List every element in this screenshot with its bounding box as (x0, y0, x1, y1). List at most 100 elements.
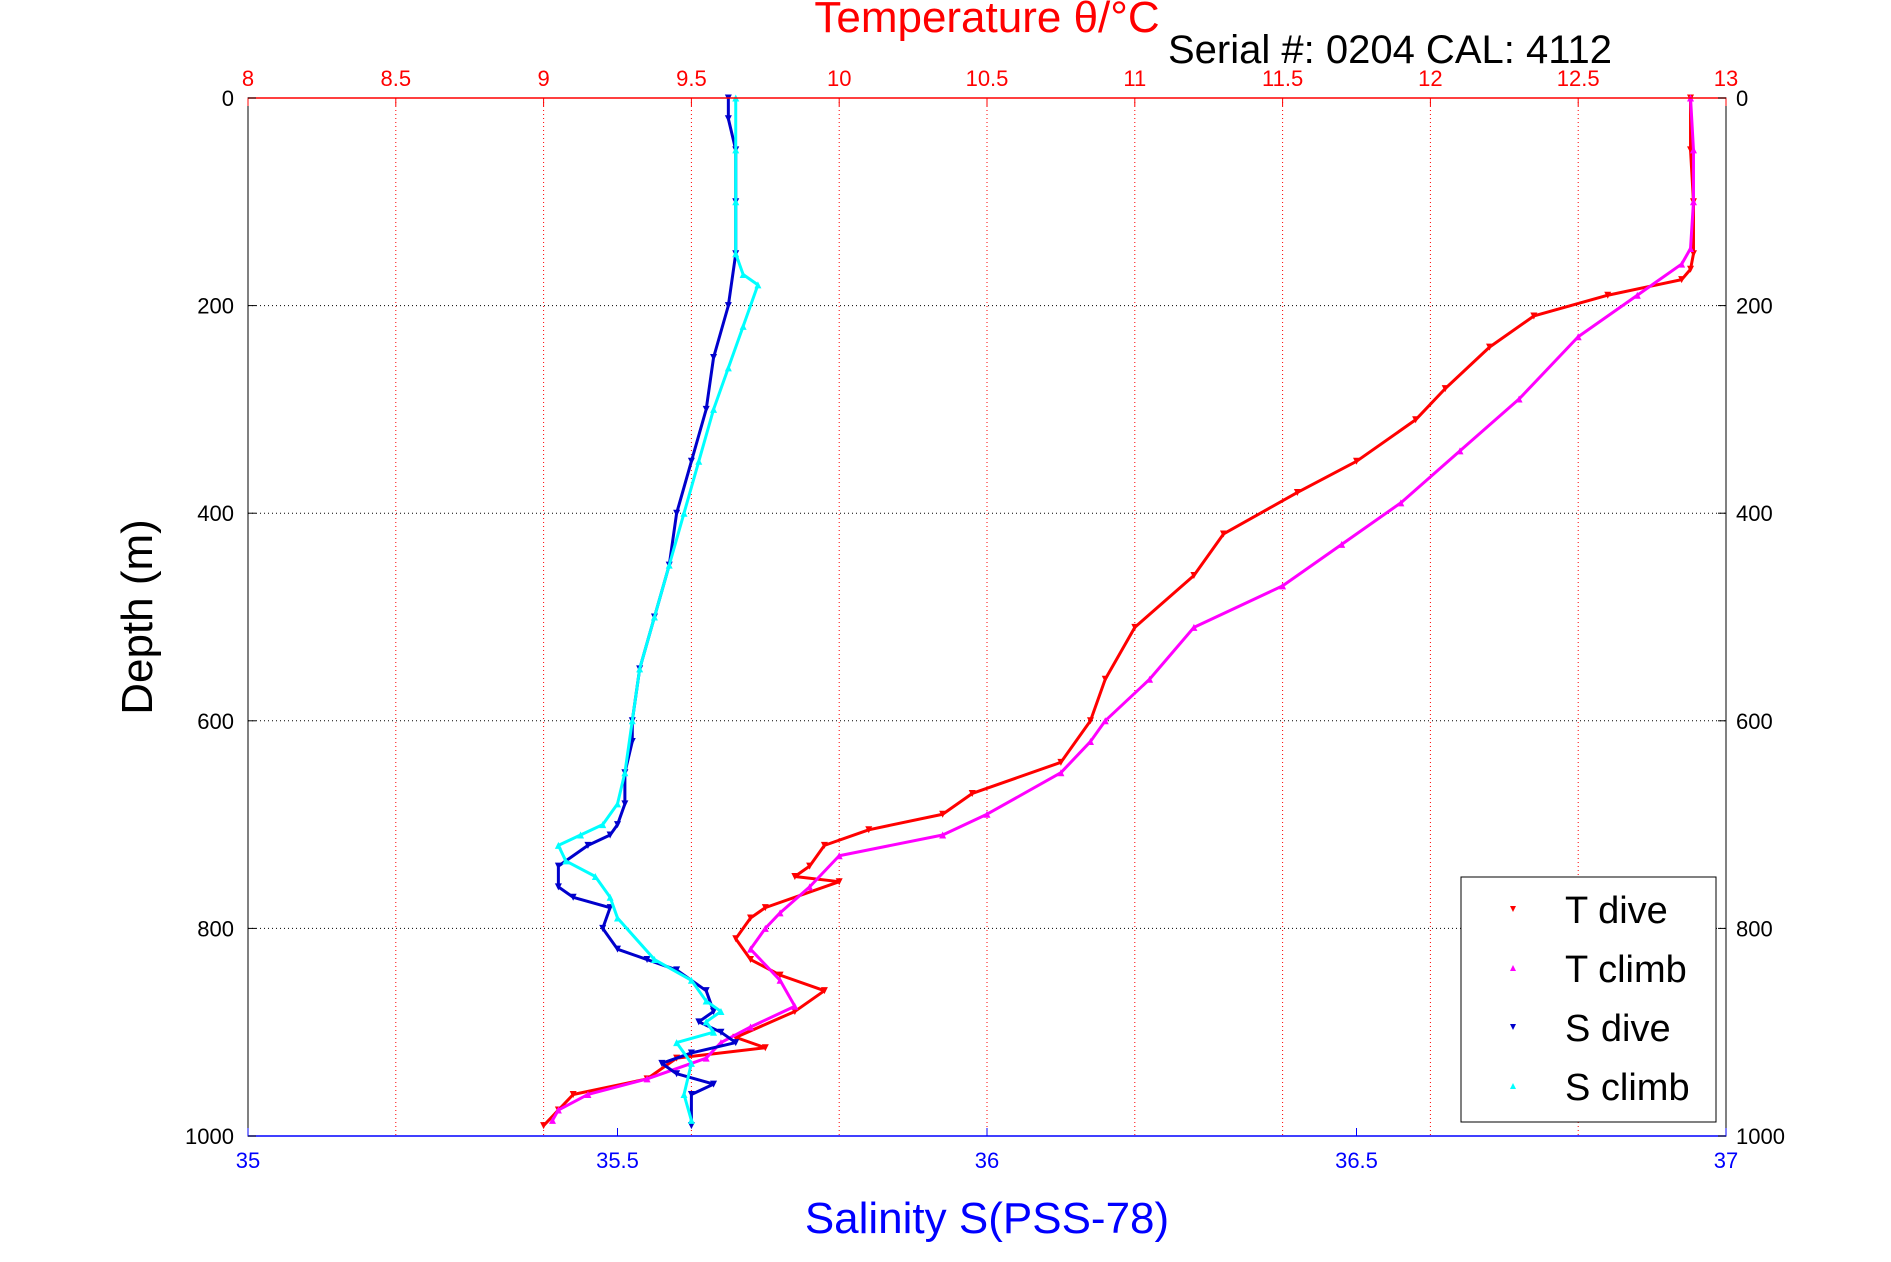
s-climb-point (739, 270, 747, 278)
legend-marker (1510, 1083, 1516, 1089)
s-dive-point (673, 966, 681, 974)
t-dive-point (1131, 623, 1139, 631)
s-dive-point (717, 1028, 725, 1036)
s-dive-point (732, 1039, 740, 1047)
depth-tick-label-right: 400 (1736, 501, 1773, 526)
s-dive-point (554, 883, 562, 891)
s-climb-point (650, 613, 658, 621)
s-dive-point (724, 302, 732, 310)
s-climb-point (732, 146, 740, 154)
t-dive-point (1101, 675, 1109, 683)
s-climb-point (562, 857, 570, 865)
t-dive-point (1486, 343, 1494, 351)
s-climb-point (739, 322, 747, 330)
s-dive-point (710, 354, 718, 361)
t-climb-point (1279, 582, 1287, 590)
s-climb-point (614, 914, 621, 922)
t-climb-point (584, 1090, 592, 1098)
depth-tick-label-left: 600 (197, 709, 234, 734)
t-climb-point (835, 852, 843, 860)
s-dive-point (606, 831, 614, 839)
t-dive-point (791, 873, 799, 880)
temperature-tick-label: 8.5 (381, 66, 412, 91)
s-climb-point (702, 1018, 710, 1026)
t-dive-point (939, 810, 947, 818)
temperature-tick-label: 10 (827, 66, 851, 91)
depth-tick-label-left: 200 (197, 294, 234, 319)
t-climb-point (1689, 146, 1697, 154)
t-climb-point (1057, 769, 1065, 777)
s-climb-point (724, 364, 732, 372)
s-climb-point (717, 1007, 725, 1015)
t-dive-point (1353, 457, 1360, 465)
t-climb-point (1086, 738, 1094, 746)
t-climb-point (1146, 675, 1154, 683)
s-dive-point (569, 893, 577, 901)
serial-label: Serial #: 0204 CAL: 4112 (1168, 28, 1612, 72)
depth-tick-label-right: 200 (1736, 294, 1773, 319)
x-axis-label: Salinity S(PSS-78) (805, 1194, 1169, 1243)
temperature-tick-label: 11 (1123, 66, 1146, 91)
t-climb-point (1678, 260, 1686, 268)
s-dive-point (702, 405, 710, 413)
s-climb-point (695, 457, 703, 465)
t-dive-point (1086, 717, 1094, 725)
t-dive-point (1190, 571, 1198, 579)
t-dive-point (806, 862, 814, 870)
s-climb-point (614, 800, 621, 808)
temperature-tick-label: 8 (242, 66, 254, 91)
t-climb-point (1397, 499, 1405, 507)
s-dive-point (710, 1007, 718, 1015)
t-dive-point (1687, 265, 1695, 273)
s-dive-point (702, 987, 710, 995)
t-dive-point (761, 1044, 769, 1052)
temperature-tick-label: 9 (537, 66, 549, 91)
depth-tick-label-left: 0 (222, 86, 234, 111)
s-climb-point (621, 769, 629, 777)
s-climb-point (628, 717, 636, 725)
t-climb-point (791, 1002, 799, 1010)
t-dive-point (776, 971, 784, 979)
t-dive-point (1057, 758, 1065, 766)
t-climb-point (806, 883, 814, 891)
s-climb-point (754, 281, 762, 289)
depth-tick-label-right: 1000 (1736, 1124, 1785, 1149)
t-dive-point (835, 878, 843, 886)
s-dive-point (687, 1090, 695, 1098)
legend-marker (1510, 1024, 1516, 1030)
legend-marker (1510, 965, 1516, 971)
temperature-tick-label: 13 (1714, 66, 1738, 91)
s-dive-point (658, 1059, 666, 1067)
t-dive-point (1219, 530, 1227, 538)
s-dive-point (710, 1080, 718, 1088)
salinity-tick-label: 35 (236, 1148, 260, 1173)
temperature-tick-label: 11.5 (1262, 66, 1303, 91)
s-dive-point (724, 115, 732, 123)
t-dive-point (747, 956, 755, 964)
s-climb-point (554, 841, 562, 849)
t-climb-point (1687, 245, 1695, 253)
t-climb-point (776, 909, 784, 917)
t-dive-point (1678, 276, 1686, 284)
s-climb-point (673, 1039, 681, 1047)
legend-label: S dive (1565, 1008, 1671, 1050)
salinity-tick-label: 35.5 (596, 1148, 639, 1173)
t-climb-point (1456, 447, 1464, 455)
s-climb-point (710, 1028, 718, 1036)
s-dive-point (554, 862, 562, 870)
depth-tick-label-left: 800 (197, 916, 234, 941)
s-climb-point (680, 1090, 688, 1098)
s-climb-point (732, 250, 740, 258)
s-climb-point (687, 1116, 695, 1124)
t-climb-point (1515, 395, 1523, 403)
t-dive-point (968, 789, 976, 797)
s-climb-point (687, 1059, 695, 1067)
t-dive-point (820, 841, 828, 849)
depth-tick-label-right: 600 (1736, 709, 1773, 734)
t-climb-point (548, 1116, 556, 1124)
t-dive-point (732, 935, 740, 943)
s-dive-point (614, 945, 621, 953)
t-climb-point (643, 1075, 651, 1083)
t-dive-point (540, 1122, 548, 1130)
